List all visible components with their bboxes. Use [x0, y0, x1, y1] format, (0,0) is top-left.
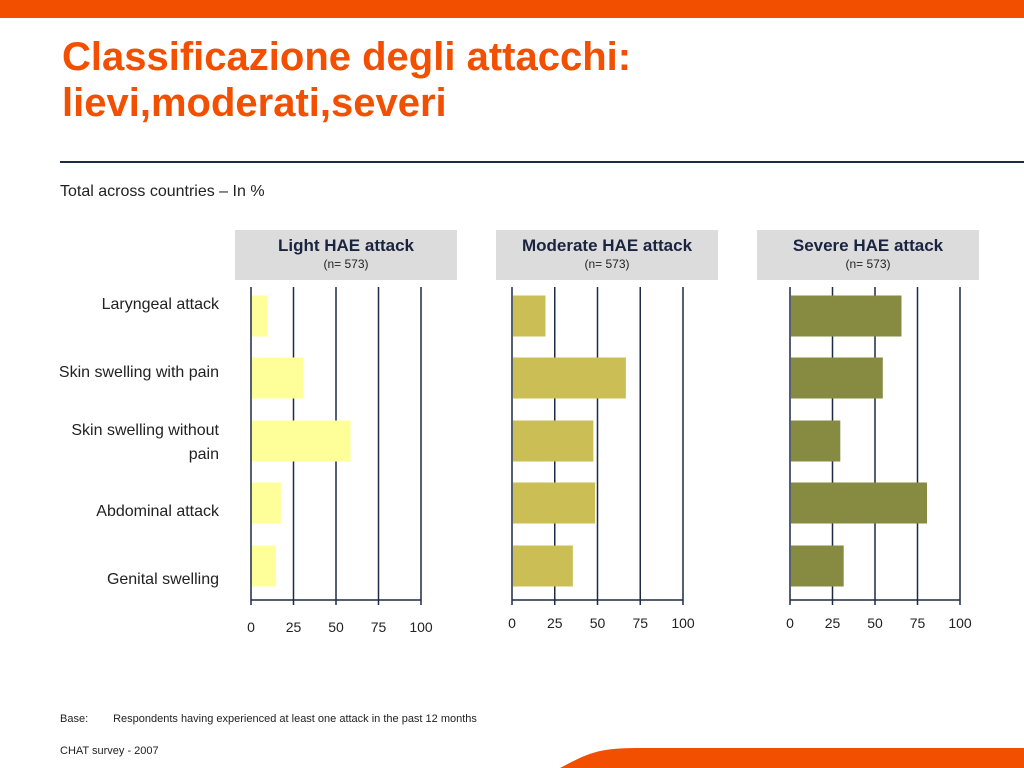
chart-subtitle: Total across countries – In % — [60, 183, 265, 200]
category-label-laryngeal: Laryngeal attack — [4, 293, 219, 317]
panel-header-severe: Severe HAE attack (n= 573) — [757, 230, 979, 280]
tick-label-light: 0 — [247, 619, 255, 635]
bar-moderate — [513, 295, 546, 337]
bar-light — [252, 357, 303, 399]
category-label-text: pain — [188, 446, 219, 463]
top-accent-bar — [0, 0, 1024, 18]
tick-label-severe: 75 — [910, 615, 926, 631]
category-label-text: Skin swelling with pain — [58, 364, 219, 381]
category-label-text: Abdominal attack — [96, 503, 219, 520]
bar-light — [252, 420, 351, 462]
category-label-skin-with-pain: Skin swelling with pain — [4, 361, 219, 385]
tick-label-light: 100 — [409, 619, 433, 635]
page-title: Classificazione degli attacchi: lievi,mo… — [62, 34, 962, 126]
tick-label-moderate: 25 — [547, 615, 563, 631]
bar-light — [252, 295, 268, 337]
bar-severe — [791, 357, 883, 399]
panel-title-severe: Severe HAE attack — [792, 236, 944, 255]
panel-n-severe: (n= 573) — [845, 257, 891, 271]
category-label-text: Skin swelling without — [71, 422, 219, 439]
base-label: Base: — [60, 713, 89, 725]
bar-light — [252, 545, 276, 587]
panel-header-moderate: Moderate HAE attack (n= 573) — [496, 230, 718, 280]
panel-n-moderate: (n= 573) — [584, 257, 630, 271]
tick-label-severe: 25 — [825, 615, 841, 631]
panel-n-light: (n= 573) — [323, 257, 369, 271]
bar-severe — [791, 482, 927, 524]
category-label-skin-without-pain: Skin swelling without pain — [4, 419, 219, 467]
tick-label-moderate: 75 — [632, 615, 648, 631]
category-label-abdominal: Abdominal attack — [4, 500, 219, 524]
bar-light — [252, 482, 281, 524]
tick-label-moderate: 0 — [508, 615, 516, 631]
title-line-1: Classificazione degli attacchi: — [62, 35, 632, 79]
bar-moderate — [513, 545, 573, 587]
tick-label-severe: 100 — [948, 615, 972, 631]
panel-title-moderate: Moderate HAE attack — [521, 236, 693, 255]
tick-label-moderate: 50 — [590, 615, 606, 631]
title-line-2: lievi,moderati,severi — [62, 81, 447, 125]
tick-label-moderate: 100 — [671, 615, 695, 631]
tick-label-severe: 0 — [786, 615, 794, 631]
base-note: Base: Respondents having experienced at … — [60, 713, 477, 725]
bar-severe — [791, 545, 844, 587]
bar-moderate — [513, 357, 626, 399]
bar-moderate — [513, 482, 596, 524]
panel-title-light: Light HAE attack — [277, 236, 415, 255]
category-label-text: Laryngeal attack — [101, 296, 219, 313]
panel-header-light: Light HAE attack (n= 573) — [235, 230, 457, 280]
tick-label-severe: 50 — [867, 615, 883, 631]
category-label-text: Genital swelling — [106, 571, 219, 588]
bar-severe — [791, 295, 902, 337]
title-divider — [60, 161, 1024, 163]
tick-label-light: 25 — [286, 619, 302, 635]
tick-label-light: 50 — [328, 619, 344, 635]
category-label-genital: Genital swelling — [4, 568, 219, 592]
tick-label-light: 75 — [371, 619, 387, 635]
source-note: CHAT survey - 2007 — [60, 745, 159, 757]
bar-severe — [791, 420, 841, 462]
bar-moderate — [513, 420, 594, 462]
base-text: Respondents having experienced at least … — [113, 713, 477, 725]
